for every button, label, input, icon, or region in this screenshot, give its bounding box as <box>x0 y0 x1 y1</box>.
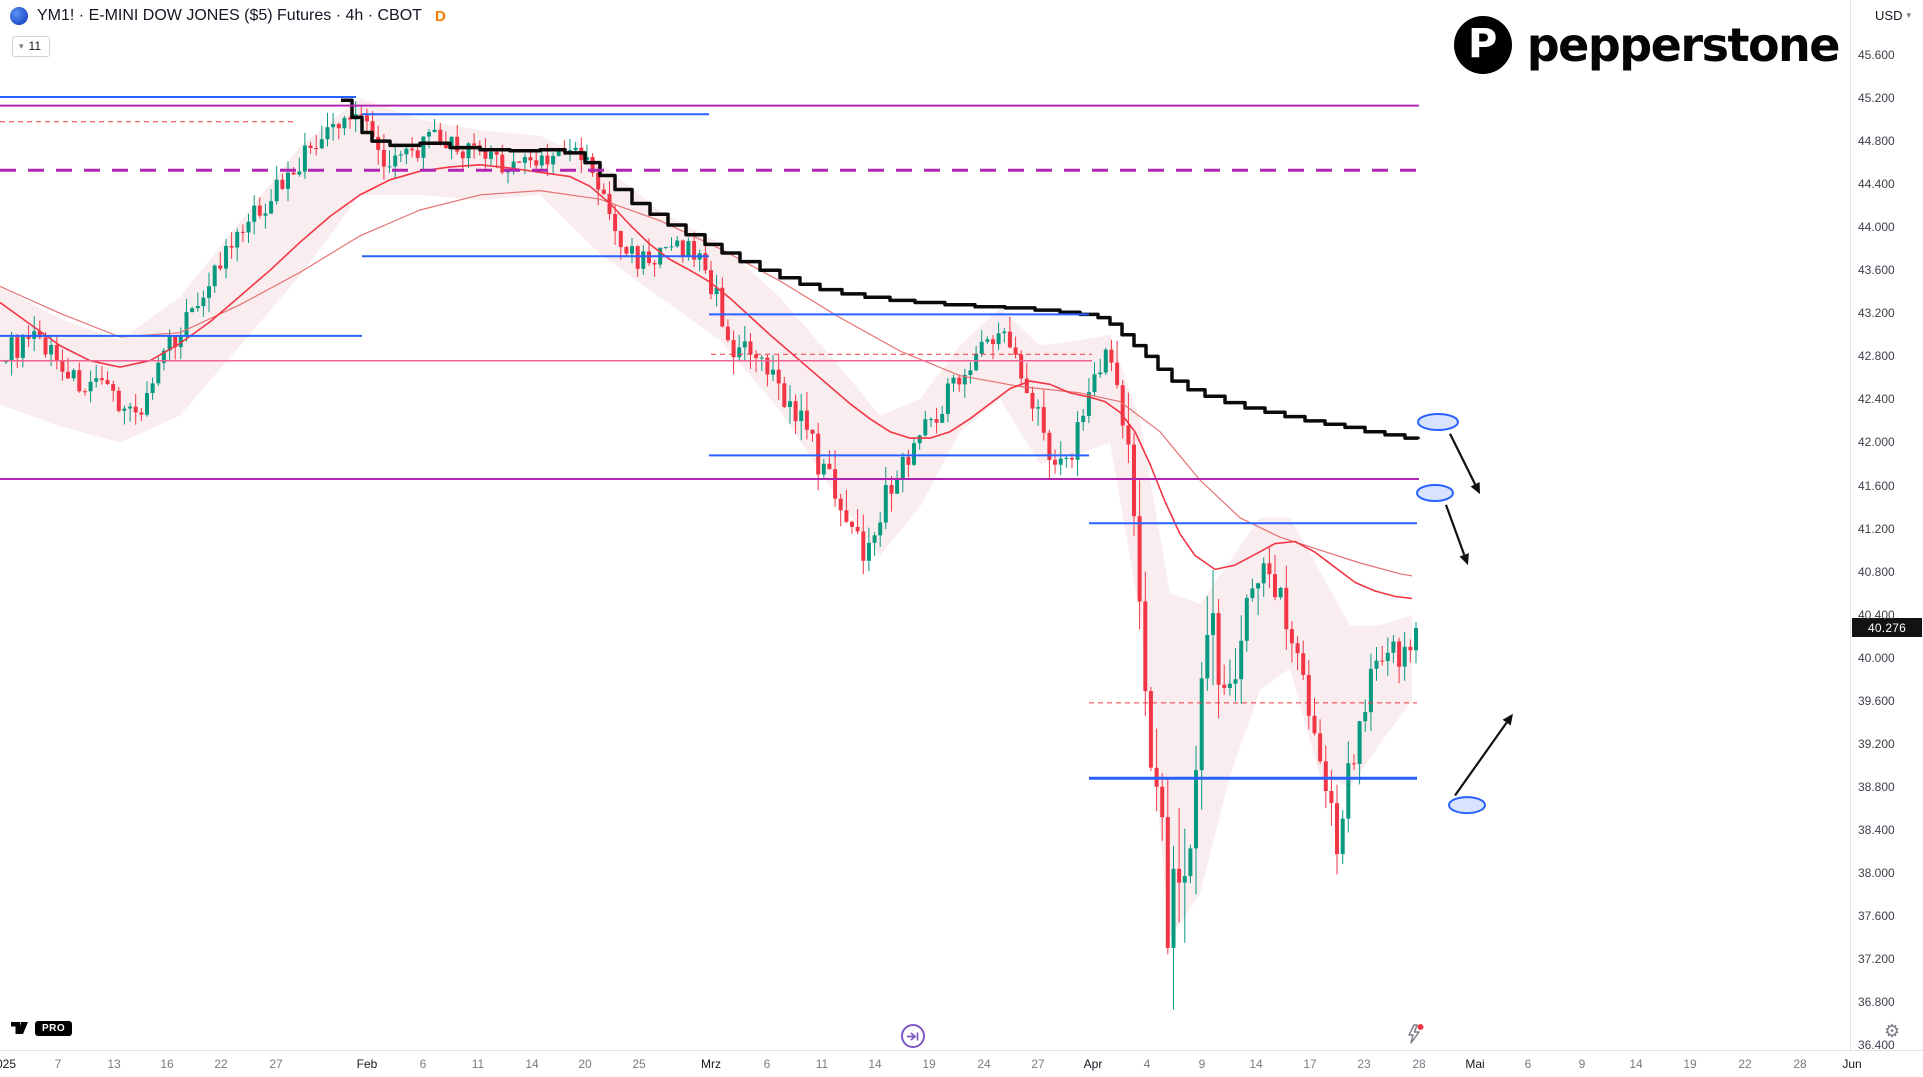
price-tick-label: 44.000 <box>1858 220 1895 234</box>
lightning-icon <box>1408 1024 1424 1044</box>
indicators-collapsed-chip[interactable]: ▾ 11 <box>12 36 50 57</box>
event-flash-button[interactable] <box>1402 1022 1426 1046</box>
arrow-down-1[interactable] <box>1449 433 1480 495</box>
time-axis-label: 11 <box>471 1057 485 1071</box>
price-tick-label: 39.200 <box>1858 737 1895 751</box>
time-axis-label: 19 <box>922 1057 936 1071</box>
time-axis-label: 6 <box>419 1057 427 1071</box>
price-tick-label: 43.200 <box>1858 306 1895 320</box>
indicators-count: 11 <box>28 39 41 53</box>
price-tick-label: 38.800 <box>1858 780 1895 794</box>
time-axis-label: 22 <box>1738 1057 1752 1071</box>
price-tick-label: 40.000 <box>1858 651 1895 665</box>
price-tick-label: 37.200 <box>1858 952 1895 966</box>
time-axis-label: 14 <box>868 1057 882 1071</box>
arrow-up-long[interactable] <box>1454 713 1513 797</box>
tv-logo-icon <box>11 1022 28 1034</box>
red-ma-fast-line <box>0 164 1413 600</box>
price-tick-label: 44.400 <box>1858 177 1895 191</box>
price-tick-label: 40.800 <box>1858 565 1895 579</box>
price-axis[interactable]: 40.276 45.600 45.200 44.800 44.400 44.000 43.… <box>1850 0 1923 1052</box>
red-ma-slow-line <box>0 190 1413 577</box>
pepperstone-logo: P pepperstone <box>1453 16 1841 74</box>
arrow-down-2[interactable] <box>1444 504 1469 566</box>
pepperstone-wordmark: pepperstone <box>1526 18 1841 72</box>
price-tick-label: 38.400 <box>1858 823 1895 837</box>
time-axis-label: 9 <box>1198 1057 1206 1071</box>
time-axis-label: 20 <box>578 1057 592 1071</box>
time-axis[interactable]: 025 7 13 16 22 27 Feb 6 11 14 20 25 Mrz 6 11 14 19 24 27 Ap… <box>0 1050 1923 1077</box>
symbol-header: YM1! · E-MINI DOW JONES ($5) Futures · 4… <box>10 7 446 25</box>
time-axis-label: 17 <box>1303 1057 1317 1071</box>
last-price-badge: 40.276 <box>1852 618 1922 637</box>
symbol-title[interactable]: YM1! · E-MINI DOW JONES ($5) Futures · 4… <box>37 7 422 24</box>
time-axis-label: 27 <box>1031 1057 1045 1071</box>
price-tick-label: 43.600 <box>1858 263 1895 277</box>
time-axis-label: 16 <box>160 1057 174 1071</box>
time-axis-label: 19 <box>1683 1057 1697 1071</box>
currency-selector[interactable]: USD ▾ <box>1875 8 1911 23</box>
symbol-logo-icon <box>10 7 28 25</box>
price-tick-label: 42.000 <box>1858 435 1895 449</box>
time-axis-label: 24 <box>977 1057 991 1071</box>
time-axis-label: Mai <box>1465 1057 1485 1071</box>
time-axis-label: 14 <box>1249 1057 1263 1071</box>
projection-ellipse-lower[interactable] <box>1448 796 1486 815</box>
price-tick-label: 39.600 <box>1858 694 1895 708</box>
time-axis-label: 28 <box>1412 1057 1426 1071</box>
time-axis-label: Jun <box>1842 1057 1862 1071</box>
time-axis-label: 11 <box>815 1057 829 1071</box>
price-tick-label: 42.400 <box>1858 392 1895 406</box>
price-tick-label: 42.800 <box>1858 349 1895 363</box>
price-tick-label: 41.200 <box>1858 522 1895 536</box>
time-axis-label: 27 <box>269 1057 283 1071</box>
black-ma-line <box>341 98 1420 440</box>
price-tick-label: 40.400 <box>1858 608 1895 622</box>
time-axis-label: 28 <box>1793 1057 1807 1071</box>
volatility-band <box>0 98 1412 938</box>
projection-ellipse-upper[interactable] <box>1417 413 1459 431</box>
time-axis-label: 25 <box>632 1057 646 1071</box>
chart-settings-button[interactable]: ⚙ <box>1884 1023 1900 1042</box>
price-tick-label: 45.600 <box>1858 48 1895 62</box>
time-axis-label: Feb <box>356 1057 378 1071</box>
time-axis-label: 6 <box>1524 1057 1532 1071</box>
tradingview-logo[interactable]: PRO <box>10 1021 73 1036</box>
time-axis-label: 14 <box>525 1057 539 1071</box>
time-axis-label: 025 <box>0 1057 17 1071</box>
chevron-down-icon: ▾ <box>19 40 24 51</box>
time-axis-label: Apr <box>1083 1057 1103 1071</box>
price-tick-label: 37.600 <box>1858 909 1895 923</box>
time-axis-label: 4 <box>1143 1057 1151 1071</box>
time-axis-label: 7 <box>54 1057 62 1071</box>
time-axis-label: 14 <box>1629 1057 1643 1071</box>
currency-label: USD <box>1875 8 1903 23</box>
price-tick-label: 38.000 <box>1858 866 1895 880</box>
price-tick-label: 36.400 <box>1858 1038 1895 1052</box>
jump-to-realtime-button[interactable] <box>901 1024 925 1048</box>
price-tick-label: 41.600 <box>1858 479 1895 493</box>
time-axis-label: 23 <box>1357 1057 1371 1071</box>
arrow-right-bar-icon <box>906 1031 918 1041</box>
price-tick-label: 36.800 <box>1858 995 1895 1009</box>
time-axis-label: 13 <box>107 1057 121 1071</box>
pepperstone-logo-icon: P <box>1453 16 1512 74</box>
gear-icon: ⚙ <box>1884 1021 1901 1042</box>
time-axis-label: 22 <box>214 1057 228 1071</box>
time-axis-label: 9 <box>1578 1057 1586 1071</box>
projection-ellipse-mid[interactable] <box>1416 484 1454 502</box>
pro-badge: PRO <box>35 1021 73 1036</box>
price-tick-label: 44.800 <box>1858 134 1895 148</box>
chart-canvas[interactable] <box>0 0 1850 1050</box>
time-axis-label: 6 <box>763 1057 771 1071</box>
delayed-data-badge[interactable]: D <box>434 7 446 25</box>
price-tick-label: 45.200 <box>1858 91 1895 105</box>
candlestick-series <box>4 101 1418 1010</box>
time-axis-label: Mrz <box>701 1057 721 1071</box>
chevron-down-icon: ▾ <box>1906 10 1911 20</box>
